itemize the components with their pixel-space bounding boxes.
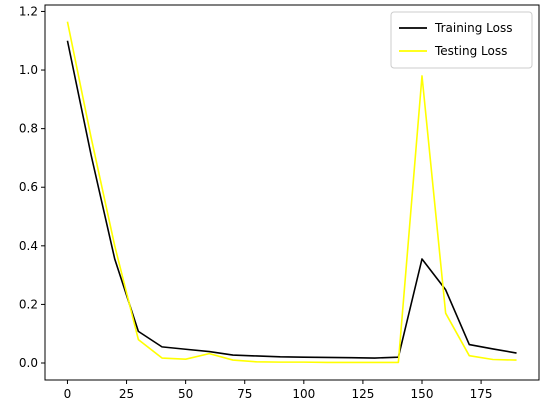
legend: Training Loss Testing Loss [390,11,533,69]
y-tick-label: 1.0 [19,63,38,77]
y-tick-label: 0.0 [19,356,38,370]
y-tick-label: 0.6 [19,180,38,194]
x-tick-label: 125 [351,387,374,401]
x-tick-label: 150 [411,387,434,401]
x-tick-label: 175 [470,387,493,401]
x-tick-label: 50 [178,387,193,401]
y-tick-label: 0.8 [19,122,38,136]
y-tick-label: 1.2 [19,4,38,18]
legend-box [390,11,533,69]
x-tick-label: 75 [237,387,252,401]
x-tick-label: 100 [292,387,315,401]
legend-label-training-loss: Training Loss [434,21,512,35]
plot-frame [44,4,540,381]
series-line-testing-loss [66,21,517,364]
y-axis: 0.0 0.2 0.4 0.6 0.8 1.0 1.2 [19,4,45,370]
x-tick-label: 0 [64,387,72,401]
x-axis: 0 25 50 75 100 125 150 175 [64,380,493,401]
legend-label-testing-loss: Testing Loss [434,44,507,58]
series-line-training-loss [66,40,517,359]
x-tick-label: 25 [119,387,134,401]
plot-series [66,21,517,364]
y-tick-label: 0.2 [19,297,38,311]
y-tick-label: 0.4 [19,239,38,253]
